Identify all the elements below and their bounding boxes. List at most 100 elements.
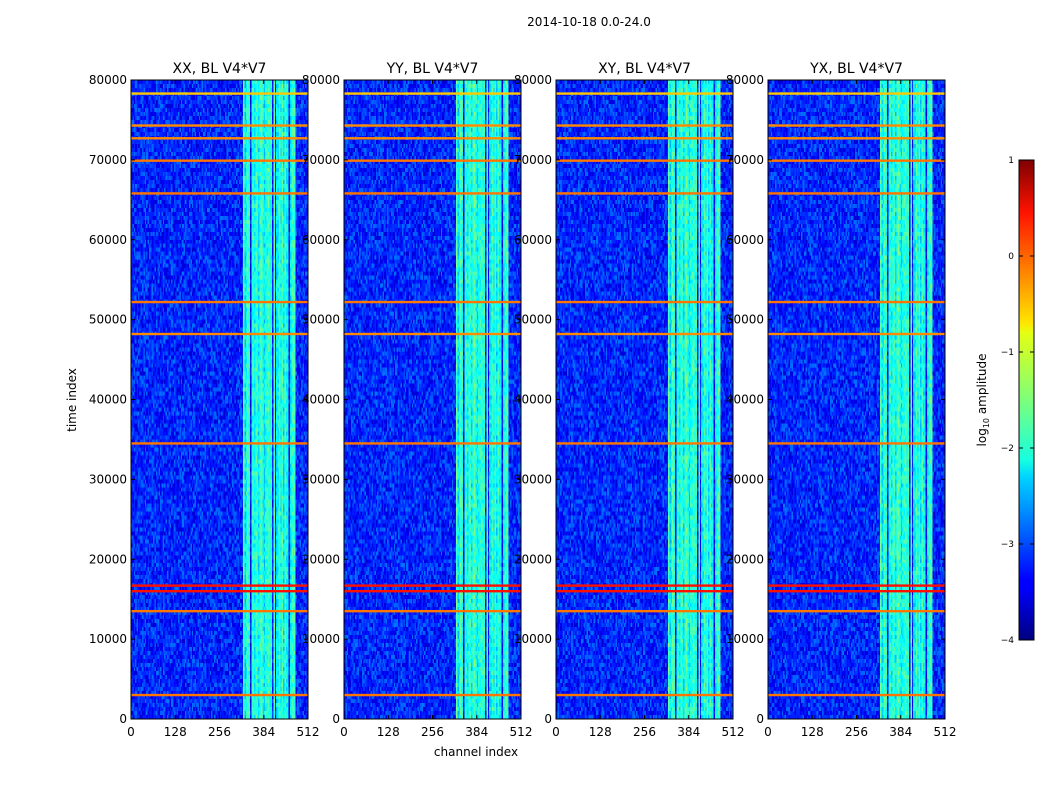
panels-group: XX, BL V4*V70 128 256 384 512010000200003000…	[89, 61, 957, 739]
heatmap-cell	[190, 100, 192, 104]
heatmap-cell	[296, 88, 298, 92]
heatmap-cell	[168, 80, 170, 84]
heatmap-cell	[218, 104, 220, 108]
heatmap-cell	[196, 88, 198, 92]
heatmap-cell	[157, 84, 159, 88]
heatmap-cell	[210, 80, 212, 84]
heatmap-cell	[298, 80, 300, 84]
heatmap-cell	[135, 80, 137, 84]
heatmap-cell	[193, 96, 195, 100]
heatmap-cell	[190, 104, 192, 108]
heatmap-cell	[224, 104, 226, 108]
heatmap-cell	[160, 96, 162, 100]
heatmap-cell	[135, 84, 137, 88]
figure-suptitle: 2014-10-18 0.0-24.0	[527, 15, 651, 29]
heatmap-cell	[221, 88, 223, 92]
heatmap-cell	[232, 88, 234, 92]
heatmap-cell	[207, 80, 209, 84]
heatmap-cell	[237, 96, 239, 100]
heatmap-cell	[146, 84, 148, 88]
heatmap-cell	[232, 100, 234, 104]
heatmap-cell	[204, 88, 206, 92]
heatmap-cell	[160, 88, 162, 92]
heatmap-cell	[202, 96, 204, 100]
heatmap-cell	[213, 96, 215, 100]
heatmap-cell	[179, 80, 181, 84]
heatmap-cell	[141, 84, 143, 88]
heatmap-cell	[207, 84, 209, 88]
heatmap-cell	[240, 88, 242, 92]
heatmap-cell	[157, 104, 159, 108]
heatmap-cell	[229, 80, 231, 84]
heatmap-cell	[163, 80, 165, 84]
heatmap-cell	[132, 88, 134, 92]
heatmap-cell	[132, 84, 134, 88]
heatmap-cell	[138, 88, 140, 92]
heatmap-cell	[221, 84, 223, 88]
x-axis-label: channel index	[434, 745, 518, 759]
heatmap-cell	[199, 100, 201, 104]
heatmap-cell	[298, 96, 300, 100]
heatmap-cells	[131, 80, 308, 719]
heatmap-cell	[179, 84, 181, 88]
heatmap-cell	[141, 100, 143, 104]
heatmap-cell	[202, 100, 204, 104]
heatmap-cell	[182, 100, 184, 104]
heatmap-cell	[226, 84, 228, 88]
heatmap-cell	[304, 96, 306, 100]
heatmap-cell	[193, 88, 195, 92]
heatmap-cell	[168, 96, 170, 100]
heatmap-cell	[166, 96, 168, 100]
heatmap-cell	[168, 84, 170, 88]
heatmap-cell	[182, 96, 184, 100]
heatmap-cell	[171, 100, 173, 104]
heatmap-cell	[202, 80, 204, 84]
heatmap-cell	[207, 88, 209, 92]
heatmap-cell	[301, 96, 303, 100]
heatmap-cell	[182, 104, 184, 108]
heatmap-cell	[213, 88, 215, 92]
heatmap-cell	[168, 100, 170, 104]
heatmap-cell	[213, 80, 215, 84]
heatmap-cell	[221, 96, 223, 100]
heatmap-cell	[215, 88, 217, 92]
spectrogram-figure: 2014-10-18 0.0-24.0 time index channel i…	[0, 0, 1050, 800]
heatmap-cell	[143, 100, 145, 104]
heatmap-cell	[204, 96, 206, 100]
heatmap-cell	[199, 84, 201, 88]
heatmap-cell	[132, 80, 134, 84]
heatmap-cell	[199, 80, 201, 84]
heatmap-cell	[185, 104, 187, 108]
heatmap-cell	[171, 80, 173, 84]
heatmap-cell	[296, 80, 298, 84]
heatmap-cell	[196, 80, 198, 84]
heatmap-cell	[301, 88, 303, 92]
heatmap-cell	[213, 84, 215, 88]
heatmap-cell	[143, 88, 145, 92]
heatmap-cell	[199, 88, 201, 92]
heatmap-cell	[213, 100, 215, 104]
heatmap-cell	[138, 100, 140, 104]
heatmap-cell	[171, 96, 173, 100]
heatmap-cell	[218, 88, 220, 92]
heatmap-cell	[204, 100, 206, 104]
heatmap-cell	[174, 84, 176, 88]
heatmap-cell	[235, 96, 237, 100]
heatmap-cell	[163, 100, 165, 104]
heatmap-cell	[146, 100, 148, 104]
heatmap-cell	[298, 84, 300, 88]
heatmap-cell	[237, 100, 239, 104]
heatmap-cell	[163, 88, 165, 92]
heatmap-cell	[204, 84, 206, 88]
heatmap-cell	[185, 100, 187, 104]
heatmap-cell	[240, 100, 242, 104]
heatmap-cell	[193, 104, 195, 108]
heatmap-cell	[149, 88, 151, 92]
heatmap-cell	[149, 84, 151, 88]
heatmap-cell	[143, 80, 145, 84]
heatmap-cell	[202, 84, 204, 88]
heatmap-cell	[240, 104, 242, 108]
heatmap-cell	[215, 84, 217, 88]
heatmap-cell	[146, 88, 148, 92]
heatmap-cell	[207, 104, 209, 108]
